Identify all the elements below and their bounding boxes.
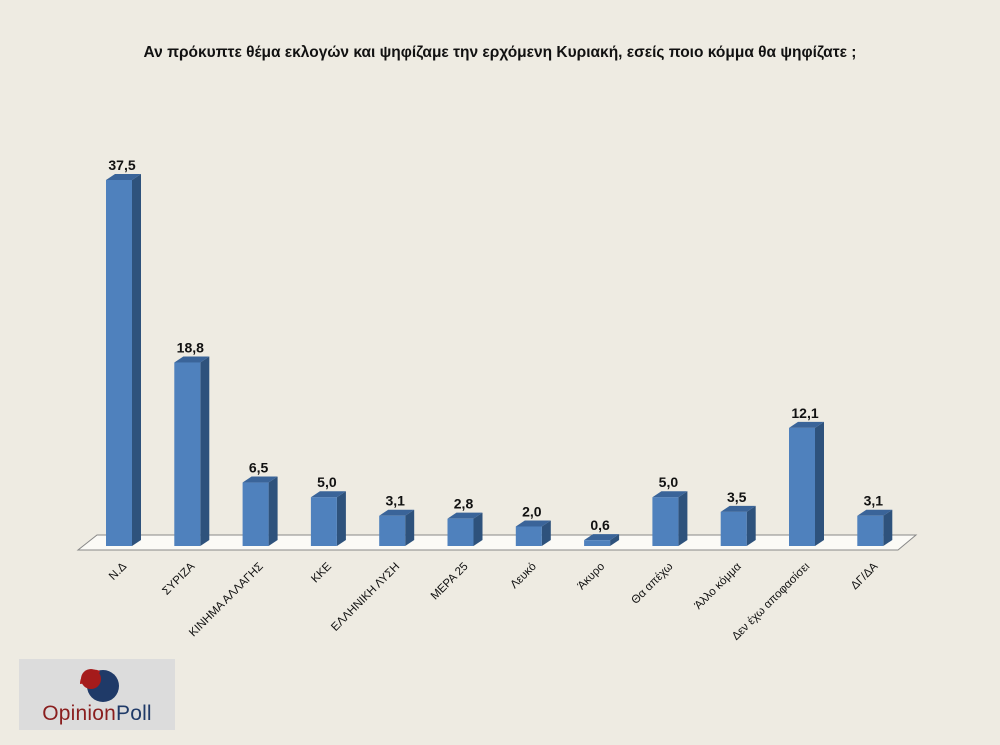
bar-top [720,505,756,512]
bar-side [473,512,483,546]
bar-side [405,509,415,546]
bar-front [447,518,474,546]
bar-side [678,491,688,546]
bar-top [106,174,141,180]
value-label: 37,5 [108,157,135,173]
bar-side [610,534,620,546]
category-label: ΚΚΕ [309,560,334,585]
bar-top [857,509,893,516]
bar-side [336,491,346,546]
bar-1 [106,174,141,546]
value-label: 3,1 [385,493,405,509]
bar-top [652,491,688,498]
bar-7 [515,520,551,546]
logo-circles-icon [79,669,119,702]
category-label: Άκυρο [576,561,608,593]
bar-front [242,482,269,546]
bar-top [174,356,210,363]
bar-front [515,526,542,546]
bar-top [515,520,551,527]
bar-6 [447,512,483,546]
bar-side [815,421,824,546]
bar-4 [310,491,346,546]
bar-front [174,362,201,546]
bar-side [132,174,141,546]
bar-front [584,540,611,546]
bar-side [746,505,756,546]
value-label: 18,8 [177,340,204,356]
bar-top [310,491,346,498]
bar-side [883,509,893,546]
value-label: 6,5 [249,460,269,476]
bar-top [379,509,415,516]
bar-10 [720,505,756,546]
value-label: 2,8 [454,496,474,512]
category-label: Δεν έχω αποφασίσει [730,560,812,642]
bar-11 [789,421,824,546]
category-label: ΜΕΡΑ 25 [429,561,471,603]
value-label: 3,5 [727,489,747,505]
bar-top [447,512,483,519]
value-label: 5,0 [317,474,337,490]
bar-front [789,427,815,546]
bar-3 [242,476,278,546]
bar-5 [379,509,415,546]
bar-side [268,476,278,546]
opinionpoll-logo: OpinionPoll [19,659,175,730]
bar-side [200,356,210,546]
bar-12 [857,509,893,546]
bar-top [789,421,824,428]
bar-top [242,476,278,483]
bar-front [652,497,679,546]
bar-front [857,515,884,546]
bar-2 [174,356,210,546]
category-label: ΔΓ/ΔΑ [849,560,881,592]
value-label: 5,0 [659,474,679,490]
bar-front [379,515,406,546]
category-label: Ν.Δ [107,560,129,582]
bar-8 [584,534,620,546]
value-label: 3,1 [864,493,884,509]
bar-front [310,497,337,546]
category-label: ΣΥΡΙΖΑ [160,560,197,597]
bar-side [541,520,551,546]
category-label: ΕΛΛΗΝΙΚΗ ΛΥΣΗ [329,561,402,634]
chart-floor [76,534,918,551]
category-label: Θα απέχω [629,561,675,607]
category-label: Άλλο κόμμα [693,560,745,612]
value-label: 0,6 [590,517,610,533]
logo-wordmark: OpinionPoll [42,702,152,725]
chart-title: Αν πρόκυπτε θέμα εκλογών και ψηφίζαμε τη… [143,44,857,61]
bar-top [584,534,620,541]
value-label: 12,1 [791,405,818,421]
bar-front [720,511,747,546]
value-label: 2,0 [522,503,542,519]
bar-9 [652,491,688,546]
category-label: Λευκό [508,561,538,591]
category-label: ΚΙΝΗΜΑ ΑΛΛΑΓΗΣ [187,561,266,640]
bar-front [106,180,132,546]
